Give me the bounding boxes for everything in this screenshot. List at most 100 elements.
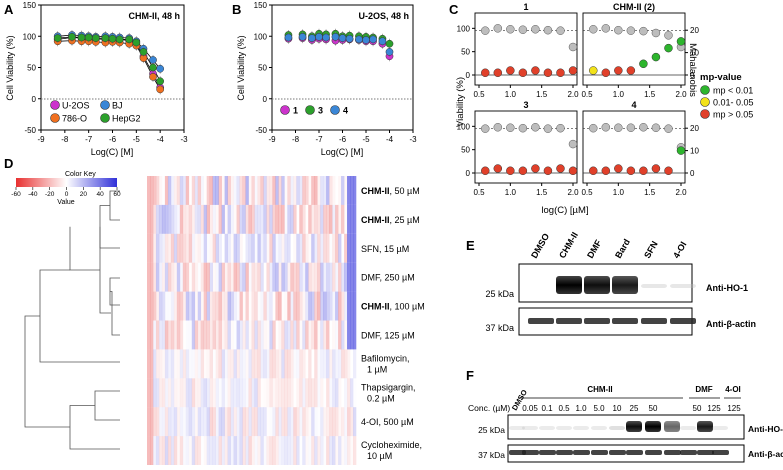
heatmap-cell bbox=[236, 407, 240, 437]
heatmap-cell bbox=[185, 378, 190, 408]
heatmap-cell bbox=[326, 436, 330, 465]
heatmap-cell bbox=[305, 378, 309, 408]
panel-c-subplot-title: 4 bbox=[631, 100, 636, 110]
heatmap-cell bbox=[296, 291, 300, 321]
heatmap-cell bbox=[317, 204, 321, 234]
heatmap-cell bbox=[254, 320, 258, 350]
heatmap-cell bbox=[281, 349, 285, 379]
panel-b-ytick-label: -50 bbox=[255, 126, 267, 135]
heatmap-cell bbox=[206, 176, 210, 205]
heatmap-cell bbox=[311, 349, 314, 378]
heatmap-cell bbox=[233, 262, 237, 292]
heatmap-cell bbox=[272, 320, 276, 350]
heatmap-cell bbox=[176, 262, 181, 292]
heatmap-cell bbox=[251, 262, 255, 292]
heatmap-cell bbox=[302, 320, 306, 350]
blot-f-actin-frame bbox=[507, 444, 745, 463]
heatmap-cell bbox=[234, 205, 237, 234]
heatmap-cell bbox=[296, 320, 300, 350]
heatmap-cell bbox=[191, 176, 196, 205]
heatmap-cell bbox=[287, 233, 291, 263]
panel-b-xtick-label: -8 bbox=[292, 135, 300, 144]
heatmap-cell bbox=[350, 320, 354, 350]
data-point-4 bbox=[315, 33, 323, 41]
heatmap-cell bbox=[249, 263, 252, 292]
heatmap-cell bbox=[302, 436, 306, 465]
heatmap-cell bbox=[161, 378, 166, 408]
legend-b-3-marker bbox=[305, 105, 315, 115]
heatmap-cell bbox=[167, 407, 172, 437]
viability-point bbox=[556, 123, 565, 133]
data-point-4 bbox=[345, 34, 354, 43]
heatmap-cell bbox=[167, 436, 172, 465]
heatmap-cell bbox=[209, 320, 213, 350]
heatmap-cell bbox=[317, 321, 320, 350]
heatmap-cell bbox=[290, 320, 294, 350]
actin-band bbox=[697, 450, 714, 455]
heatmap-cell bbox=[284, 378, 288, 408]
heatmap-cell bbox=[278, 291, 282, 321]
heatmap-cell bbox=[353, 378, 356, 407]
heatmap-cell bbox=[167, 378, 172, 408]
heatmap-cell bbox=[317, 378, 320, 407]
heatmap-cell bbox=[200, 262, 205, 292]
conc-value: 125 bbox=[727, 404, 741, 413]
heatmap-cell bbox=[149, 176, 154, 205]
heatmap-cell bbox=[245, 407, 249, 437]
blot-e-ho1-label: Anti-HO-1 bbox=[706, 283, 748, 293]
heatmap-cell bbox=[192, 349, 195, 378]
heatmap-cell bbox=[239, 436, 243, 465]
heatmap-cell bbox=[266, 378, 270, 408]
panel-c-label: C bbox=[449, 2, 459, 17]
heatmap-cell bbox=[167, 176, 172, 205]
heatmap-cell bbox=[290, 291, 294, 321]
heatmap-cell bbox=[200, 176, 205, 205]
color-key-bar bbox=[16, 178, 117, 187]
heatmap-cell bbox=[257, 349, 261, 379]
heatmap-cell bbox=[197, 291, 202, 321]
heatmap-cell bbox=[299, 349, 303, 379]
heatmap-cell bbox=[147, 407, 151, 437]
heatmap-cell bbox=[314, 233, 318, 263]
heatmap-cell bbox=[251, 291, 255, 321]
heatmap-cell bbox=[179, 378, 184, 408]
heatmap-cell bbox=[281, 320, 285, 350]
heatmap-cell bbox=[341, 262, 345, 292]
heatmap-cell bbox=[269, 320, 273, 350]
heatmap-cell bbox=[284, 292, 287, 321]
heatmap-cell bbox=[338, 176, 342, 205]
heatmap-cell bbox=[185, 349, 190, 379]
heatmap-cell bbox=[347, 436, 351, 465]
heatmap-cell bbox=[248, 204, 252, 234]
heatmap-cell bbox=[209, 262, 213, 292]
panel-b-title: U-2OS, 48 h bbox=[358, 11, 409, 21]
heatmap-cell bbox=[320, 407, 324, 437]
panel-c-ylabel-left: Viability (%) bbox=[455, 77, 466, 127]
heatmap-cell bbox=[237, 292, 240, 321]
heatmap-cell bbox=[203, 407, 208, 437]
lane-e-label: DMSO bbox=[529, 232, 551, 260]
heatmap-cell bbox=[287, 204, 291, 234]
heatmap-cell bbox=[170, 407, 175, 437]
heatmap-cell bbox=[230, 176, 234, 205]
row-label-bold: CHM-II bbox=[361, 215, 390, 225]
heatmap-cell bbox=[257, 320, 261, 350]
heatmap-cell bbox=[299, 321, 302, 350]
heatmap-cell bbox=[254, 176, 257, 205]
heatmap-cell bbox=[147, 262, 151, 292]
actin-band bbox=[584, 318, 610, 324]
panel-c-xtick-label: 2.0 bbox=[567, 188, 579, 197]
heatmap-cell bbox=[185, 176, 190, 205]
heatmap-cell bbox=[225, 378, 228, 407]
mahalanobis-point bbox=[664, 43, 673, 53]
heatmap-cell bbox=[260, 378, 263, 407]
heatmap-cell bbox=[200, 349, 205, 379]
heatmap-cell bbox=[284, 233, 288, 263]
heatmap-cell bbox=[167, 233, 172, 263]
heatmap-cell bbox=[179, 436, 184, 465]
mahalanobis-point bbox=[676, 37, 686, 46]
heatmap-cell bbox=[269, 176, 273, 205]
heatmap-cell bbox=[203, 204, 208, 234]
heatmap-cell bbox=[152, 176, 157, 205]
heatmap-cell bbox=[176, 291, 181, 321]
